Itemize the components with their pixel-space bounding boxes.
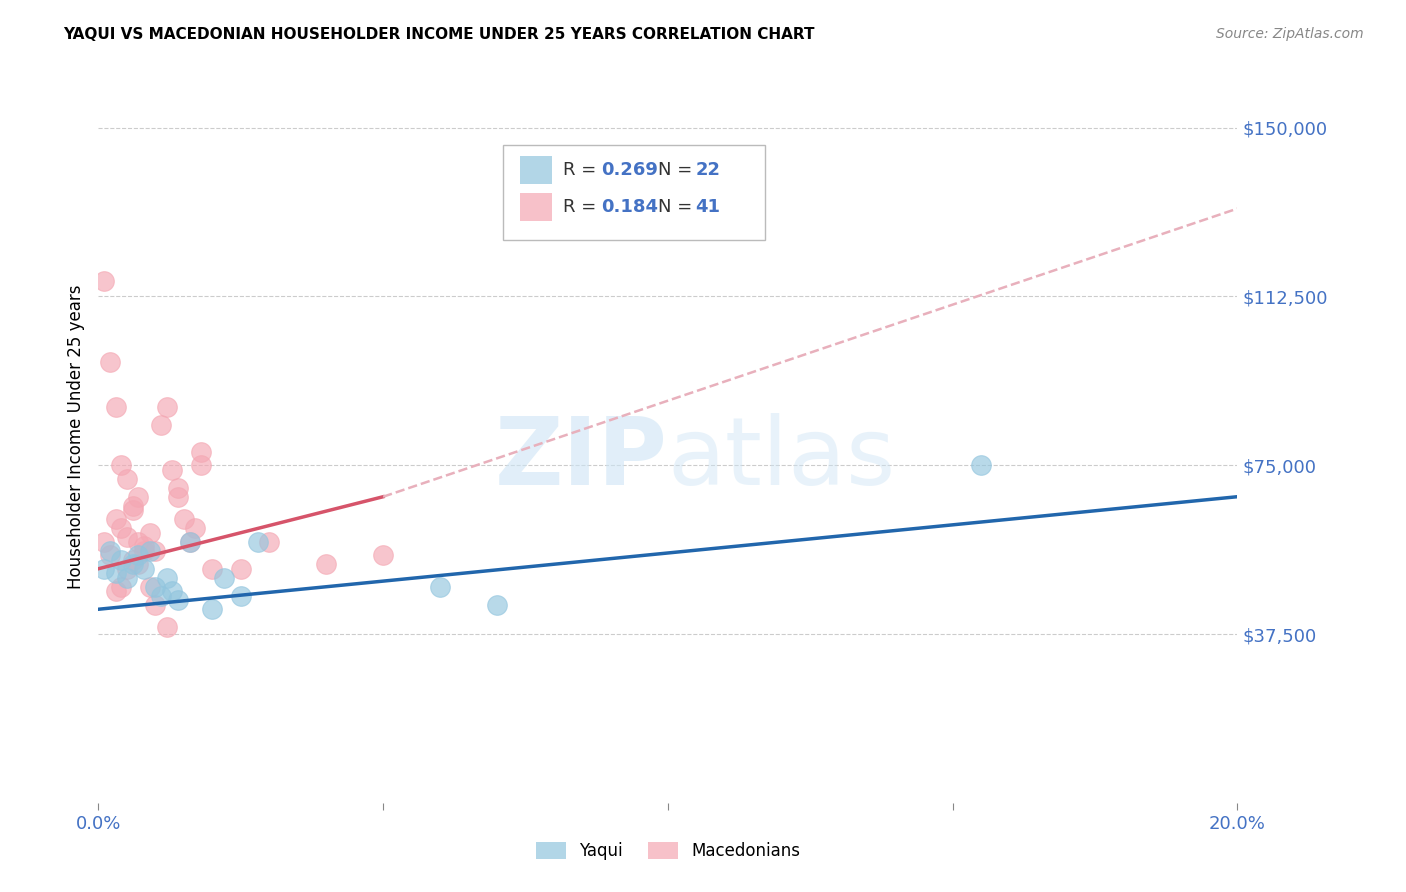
- Point: [145, 580, 167, 594]
- Point: [179, 534, 201, 549]
- Point: [121, 503, 143, 517]
- Point: [127, 490, 149, 504]
- Point: [110, 458, 132, 473]
- FancyBboxPatch shape: [520, 193, 551, 220]
- Point: [138, 525, 160, 540]
- Point: [190, 444, 212, 458]
- Point: [93, 274, 115, 288]
- Point: [104, 512, 127, 526]
- Point: [201, 562, 224, 576]
- Point: [212, 571, 235, 585]
- Point: [138, 543, 160, 558]
- FancyBboxPatch shape: [503, 145, 765, 240]
- Text: 22: 22: [695, 161, 720, 179]
- Point: [179, 534, 201, 549]
- Text: N =: N =: [658, 198, 697, 216]
- Point: [167, 593, 190, 607]
- Text: 41: 41: [695, 198, 720, 216]
- Point: [98, 548, 121, 562]
- Point: [190, 458, 212, 473]
- Text: R =: R =: [562, 198, 602, 216]
- Point: [115, 530, 138, 544]
- Text: ZIP: ZIP: [495, 413, 668, 505]
- Point: [127, 548, 149, 562]
- Point: [110, 521, 132, 535]
- Point: [229, 562, 252, 576]
- Point: [98, 354, 121, 368]
- Legend: Yaqui, Macedonians: Yaqui, Macedonians: [536, 842, 800, 860]
- Point: [110, 580, 132, 594]
- Point: [110, 553, 132, 567]
- Point: [138, 580, 160, 594]
- Point: [98, 543, 121, 558]
- Point: [229, 589, 252, 603]
- Point: [173, 512, 195, 526]
- Point: [127, 558, 149, 572]
- Y-axis label: Householder Income Under 25 years: Householder Income Under 25 years: [66, 285, 84, 590]
- Point: [145, 543, 167, 558]
- FancyBboxPatch shape: [520, 156, 551, 184]
- Point: [429, 580, 451, 594]
- Point: [132, 539, 155, 553]
- Text: 0.184: 0.184: [600, 198, 658, 216]
- Point: [127, 534, 149, 549]
- Point: [104, 584, 127, 599]
- Point: [259, 534, 281, 549]
- Point: [150, 589, 173, 603]
- Point: [104, 566, 127, 581]
- Point: [121, 499, 143, 513]
- Point: [162, 584, 184, 599]
- Point: [104, 400, 127, 414]
- Point: [145, 598, 167, 612]
- Point: [970, 458, 993, 473]
- Text: Source: ZipAtlas.com: Source: ZipAtlas.com: [1216, 27, 1364, 41]
- Point: [115, 472, 138, 486]
- Point: [167, 481, 190, 495]
- Text: YAQUI VS MACEDONIAN HOUSEHOLDER INCOME UNDER 25 YEARS CORRELATION CHART: YAQUI VS MACEDONIAN HOUSEHOLDER INCOME U…: [63, 27, 814, 42]
- Point: [156, 620, 179, 634]
- Point: [156, 571, 179, 585]
- Point: [201, 602, 224, 616]
- Point: [486, 598, 509, 612]
- Text: 0.269: 0.269: [600, 161, 658, 179]
- Point: [132, 562, 155, 576]
- Point: [184, 521, 207, 535]
- Text: atlas: atlas: [668, 413, 896, 505]
- Text: R =: R =: [562, 161, 602, 179]
- Point: [315, 558, 337, 572]
- Point: [93, 534, 115, 549]
- Text: N =: N =: [658, 161, 697, 179]
- Point: [246, 534, 269, 549]
- Point: [93, 562, 115, 576]
- Point: [132, 543, 155, 558]
- Point: [156, 400, 179, 414]
- Point: [121, 553, 143, 567]
- Point: [373, 548, 395, 562]
- Point: [167, 490, 190, 504]
- Point: [115, 562, 138, 576]
- Point: [150, 417, 173, 432]
- Point: [162, 463, 184, 477]
- Point: [121, 558, 143, 572]
- Point: [115, 571, 138, 585]
